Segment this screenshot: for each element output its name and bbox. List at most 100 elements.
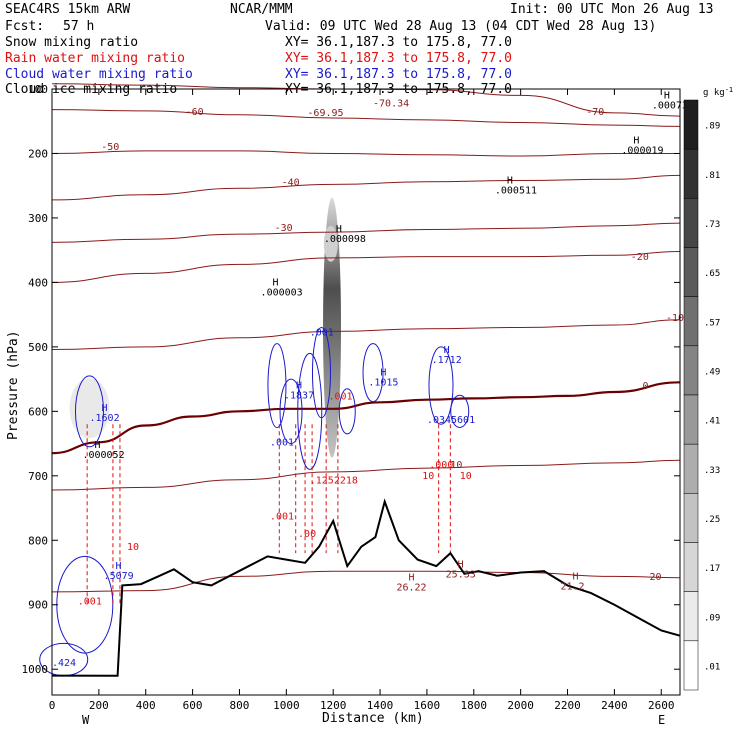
temperature-contour-10 bbox=[51, 459, 681, 491]
colorbar: .89 .81 .73 .65 .57 .49 .41 .33 .25 .17 .09 .01 bbox=[683, 99, 720, 691]
extremum-label: .0345601 bbox=[427, 415, 475, 426]
temperature-contour-0 bbox=[51, 381, 681, 455]
extremum-marker: H bbox=[458, 560, 464, 571]
colorbar-segment bbox=[683, 591, 699, 642]
colorbar-segment bbox=[683, 247, 699, 297]
extremum-value: .1015 bbox=[368, 378, 398, 389]
extremum-label: -69.95 bbox=[307, 108, 343, 119]
colorbar-label: .25 bbox=[704, 515, 720, 525]
extremum-label: H.000052 bbox=[82, 440, 124, 461]
x-tick-label: 2400 bbox=[601, 699, 628, 712]
y-tick-label: 800 bbox=[28, 534, 48, 547]
extremum-value: 21.2 bbox=[560, 581, 584, 592]
temperature-contour-m20 bbox=[51, 251, 681, 283]
y-tick-label: 600 bbox=[28, 405, 48, 418]
plot-frame bbox=[51, 88, 681, 696]
x-tick-label: 1400 bbox=[367, 699, 394, 712]
extremum-value: .1712 bbox=[432, 355, 462, 366]
cloud-water-contour bbox=[362, 343, 384, 403]
extremum-label: H.1712 bbox=[432, 345, 462, 366]
extremum-label: H.1602 bbox=[89, 403, 119, 424]
colorbar-label: .57 bbox=[704, 318, 720, 328]
forecast-label: Fcst: bbox=[5, 19, 44, 34]
temperature-contour-label: -30 bbox=[275, 223, 293, 234]
terrain-profile bbox=[51, 498, 681, 677]
rain-contour-label: 10 bbox=[127, 542, 139, 553]
colorbar-unit: g kg-1 bbox=[703, 86, 733, 98]
temperature-contour-m40 bbox=[51, 174, 681, 201]
colorbar-label: .49 bbox=[704, 367, 720, 377]
extremum-value: .000 bbox=[429, 460, 453, 471]
y-tick-label: 300 bbox=[28, 212, 48, 225]
temperature-contour-label: 0 bbox=[643, 381, 649, 392]
extremum-value: .000019 bbox=[621, 145, 663, 156]
y-tick-label: 900 bbox=[28, 599, 48, 612]
x-tick-label: 400 bbox=[136, 699, 156, 712]
extremum-label: .001 bbox=[329, 392, 353, 403]
colorbar-label: .33 bbox=[704, 466, 720, 476]
colorbar-segment bbox=[683, 493, 699, 543]
extremum-label: .000 bbox=[429, 460, 453, 471]
cloud-ice-plume bbox=[323, 197, 342, 458]
extremum-value: .00073 bbox=[652, 100, 688, 111]
extremum-label: H.00073 bbox=[652, 90, 688, 111]
colorbar-segment bbox=[683, 443, 699, 494]
colorbar-segment bbox=[683, 198, 699, 248]
cloud-ice-patch-west bbox=[69, 378, 110, 439]
extremum-value: .001 bbox=[78, 597, 102, 608]
x-tick-label: 2600 bbox=[648, 699, 675, 712]
extremum-value: 25.33 bbox=[446, 570, 476, 581]
extremum-label: .001 bbox=[310, 327, 334, 338]
x-tick-label: 2200 bbox=[554, 699, 581, 712]
y-tick-label: 100 bbox=[28, 83, 48, 96]
y-axis-title: Pressure (hPa) bbox=[6, 330, 21, 440]
temperature-contour-label: -20 bbox=[631, 252, 649, 263]
colorbar-segment bbox=[683, 542, 699, 592]
temperature-contour-label: 20 bbox=[650, 572, 662, 583]
cloud-water-contour bbox=[450, 394, 470, 428]
extremum-value: .001 bbox=[270, 512, 294, 523]
extremum-label: H26.22 bbox=[396, 573, 426, 594]
colorbar-segment bbox=[683, 640, 699, 691]
legend-snow-label: Snow mixing ratio bbox=[5, 35, 138, 50]
extremum-value: 26.22 bbox=[396, 583, 426, 594]
temperature-contour-label: -70 bbox=[586, 107, 604, 118]
colorbar-segment bbox=[683, 99, 699, 150]
extremum-value: -70.34 bbox=[373, 98, 409, 109]
extremum-label: .1252218 bbox=[310, 476, 358, 487]
temperature-contour-20 bbox=[51, 570, 681, 593]
extremum-marker: H bbox=[633, 135, 639, 146]
colorbar-label: .01 bbox=[704, 662, 720, 672]
extremum-label: H.000098 bbox=[324, 224, 366, 245]
x-tick-label: 1800 bbox=[461, 699, 488, 712]
extremum-label: H.000019 bbox=[621, 135, 663, 156]
extremum-marker: H bbox=[507, 175, 513, 186]
extremum-label: H.1837 bbox=[284, 380, 314, 401]
cloud-water-contour bbox=[267, 343, 287, 428]
extremum-value: .000003 bbox=[261, 287, 303, 298]
cloud-water-contour bbox=[311, 327, 331, 419]
extremum-value: .000052 bbox=[82, 450, 124, 461]
extremum-label: H25.33 bbox=[446, 560, 476, 581]
temperature-contour-m50 bbox=[51, 150, 680, 157]
x-axis-title: Distance (km) bbox=[322, 711, 424, 726]
extremum-marker: H bbox=[94, 440, 100, 451]
legend-snow-xy: XY= 36.1,187.3 to 175.8, 77.0 bbox=[285, 35, 512, 50]
forecast-hours: 57 h bbox=[63, 19, 94, 34]
x-tick-label: 1600 bbox=[414, 699, 441, 712]
extremum-value: .00 bbox=[298, 529, 316, 540]
temperature-contour-label: -10 bbox=[666, 313, 684, 324]
extremum-marker: H bbox=[664, 90, 670, 101]
colorbar-label: .65 bbox=[704, 269, 720, 279]
rain-contour-label: 10 bbox=[460, 471, 472, 482]
extremum-value: .001 bbox=[329, 392, 353, 403]
extremum-label: H.000003 bbox=[261, 277, 303, 298]
legend-rain-label: Rain water mixing ratio bbox=[5, 51, 185, 66]
extremum-label: .00 bbox=[298, 529, 316, 540]
x-tick-label: 200 bbox=[89, 699, 109, 712]
extremum-marker: H bbox=[116, 561, 122, 572]
extremum-label: H.1015 bbox=[368, 368, 398, 389]
colorbar-label: .89 bbox=[704, 122, 720, 132]
cloud-ice-shading bbox=[69, 197, 342, 458]
colorbar-label: .41 bbox=[704, 417, 720, 427]
